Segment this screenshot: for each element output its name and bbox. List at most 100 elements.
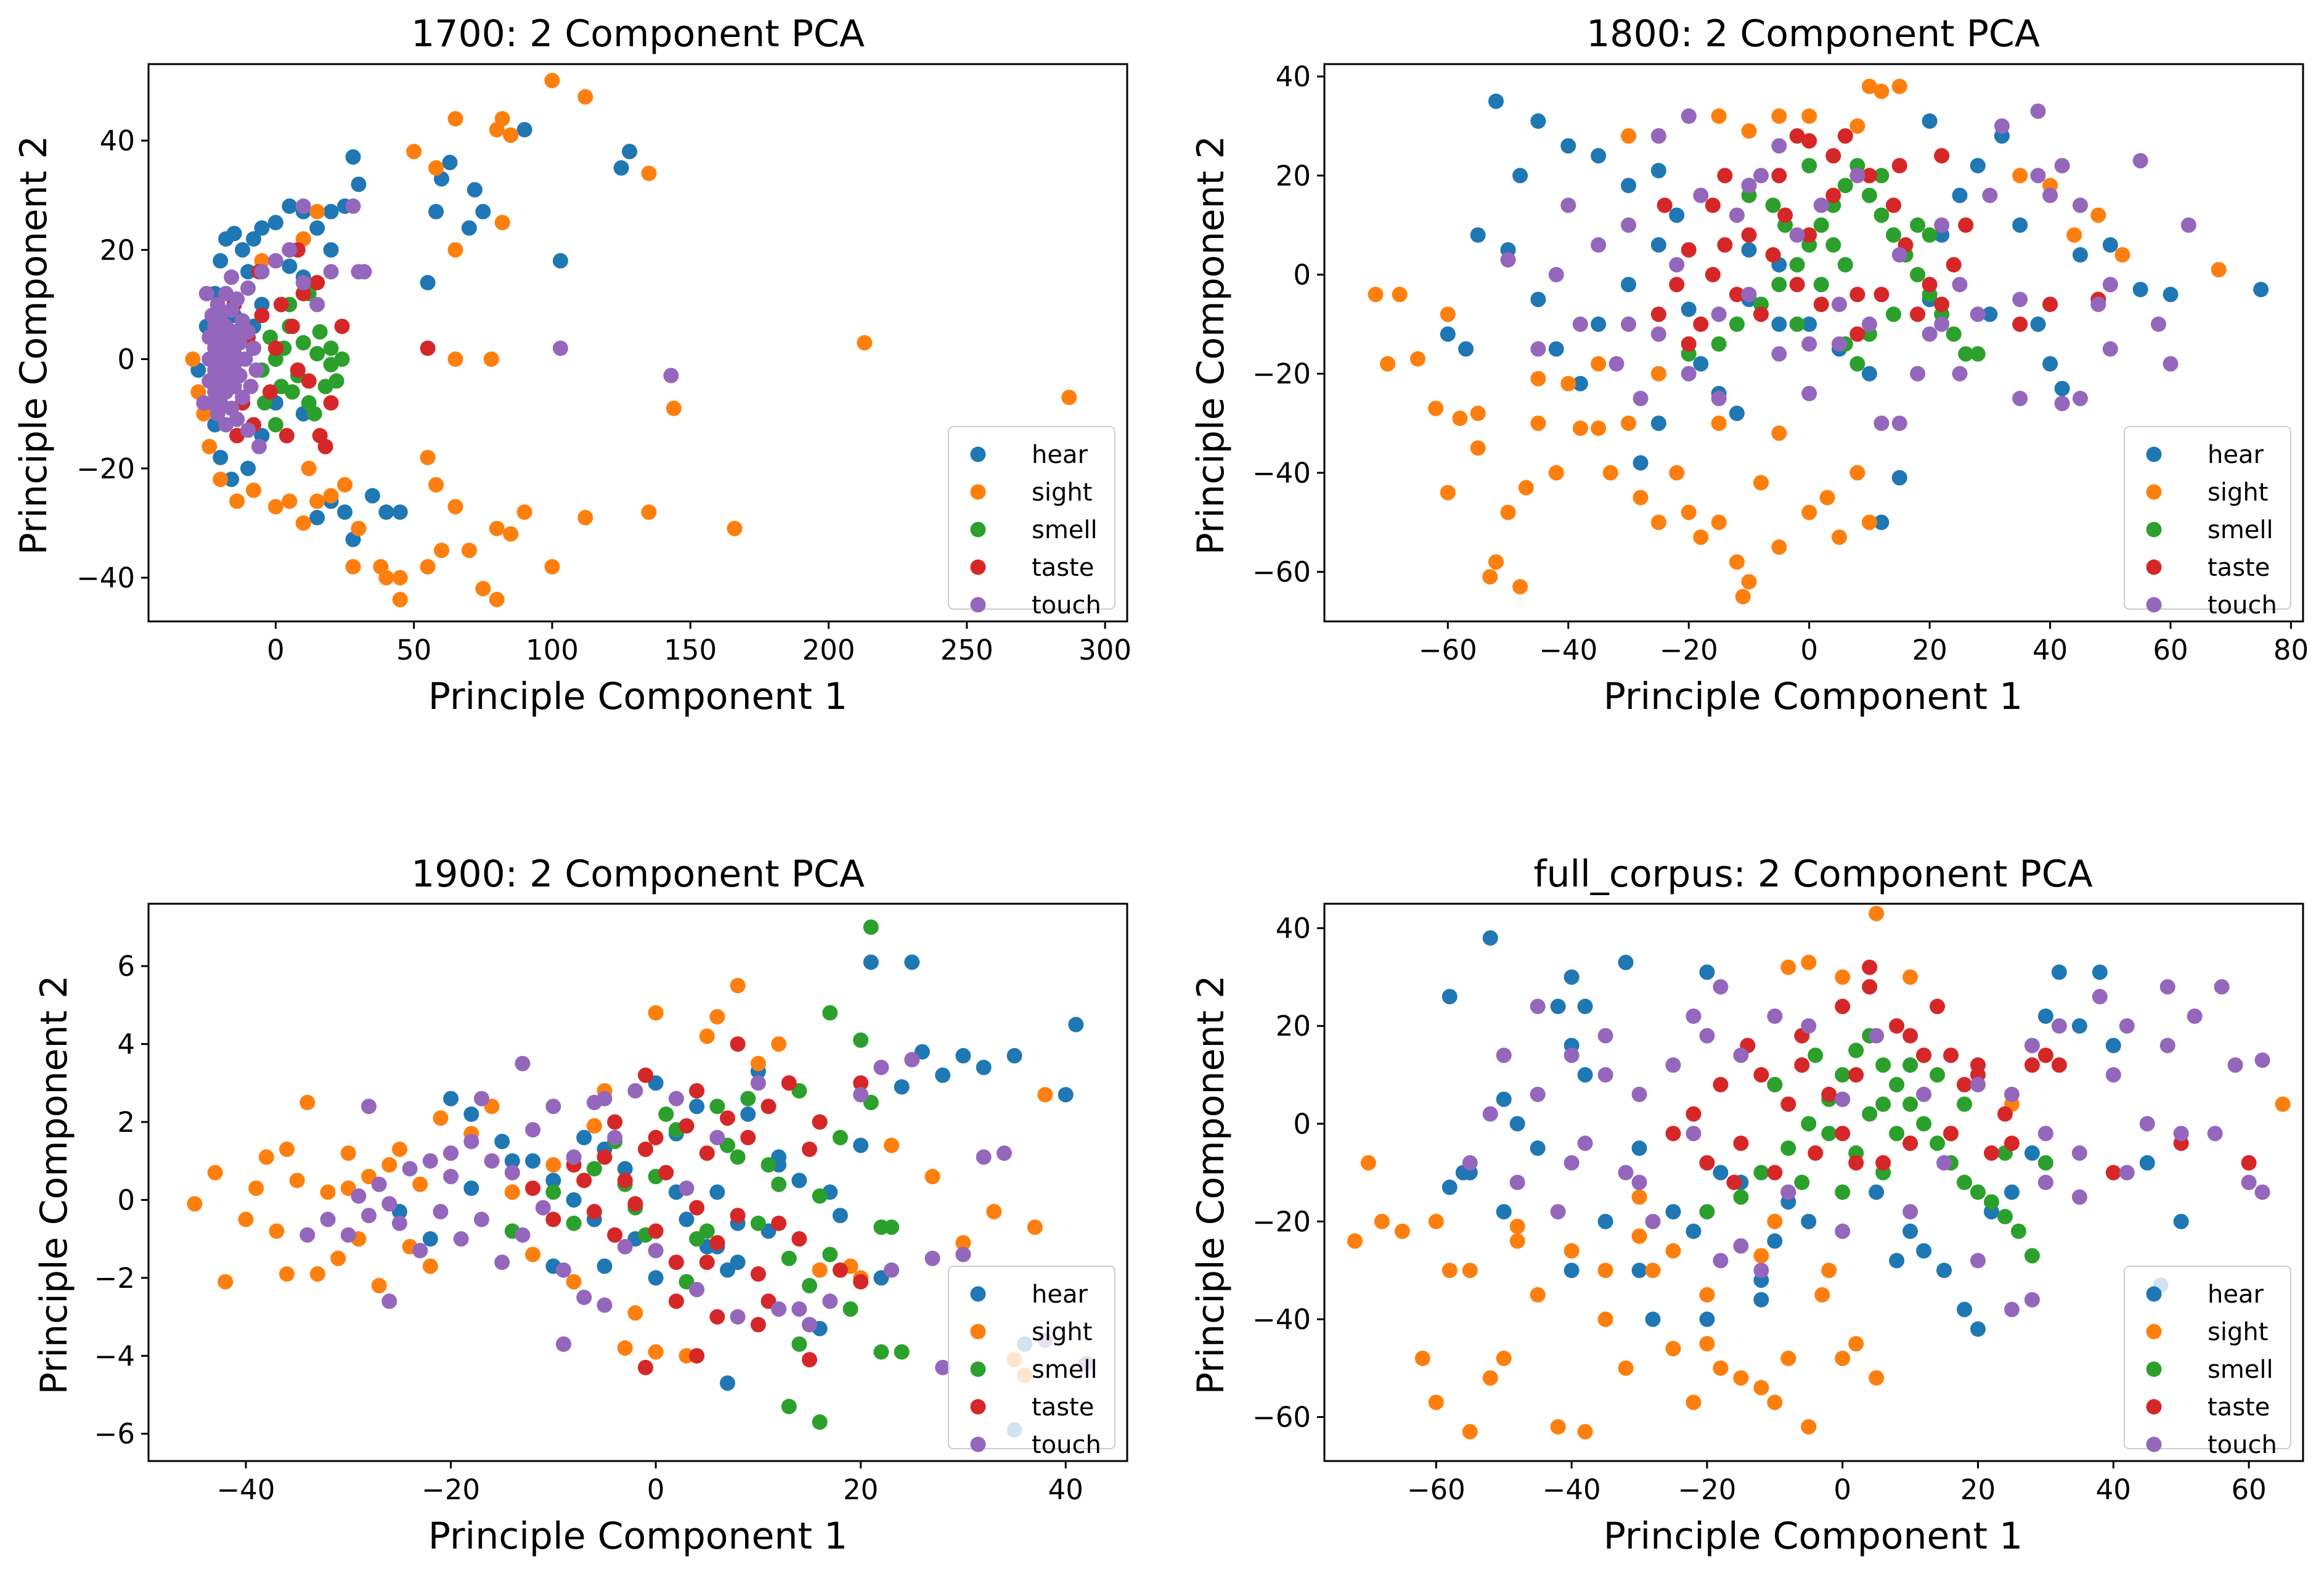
x-tick-label: 0	[647, 1473, 665, 1506]
point-smell	[658, 1106, 674, 1122]
point-hear	[422, 1231, 438, 1247]
point-sight	[289, 1173, 305, 1189]
point-touch	[515, 1055, 531, 1071]
point-smell	[842, 1301, 858, 1317]
point-taste	[1861, 168, 1877, 184]
point-smell	[812, 1188, 828, 1204]
point-taste	[267, 340, 283, 356]
point-hear	[1713, 1165, 1729, 1181]
y-tick-label: 0	[117, 1184, 135, 1216]
point-touch	[1849, 168, 1865, 184]
point-taste	[525, 1180, 541, 1196]
point-smell	[1889, 1076, 1905, 1092]
y-tick-label: −40	[1252, 457, 1311, 489]
point-taste	[1922, 277, 1938, 293]
point-taste	[1765, 247, 1781, 263]
point-taste	[1681, 336, 1697, 352]
point-sight	[1633, 489, 1649, 506]
point-hear	[2024, 1145, 2040, 1161]
point-touch	[617, 1238, 633, 1255]
point-touch	[240, 280, 256, 296]
point-hear	[648, 1270, 664, 1286]
point-touch	[1891, 416, 1907, 432]
point-sight	[627, 1305, 643, 1321]
point-sight	[420, 559, 436, 575]
point-hear	[1861, 366, 1877, 382]
point-taste	[1943, 1126, 1959, 1142]
point-hear	[1548, 341, 1564, 357]
y-tick-label: −20	[76, 452, 135, 485]
point-touch	[224, 269, 240, 285]
point-hear	[576, 1129, 592, 1145]
point-sight	[1861, 78, 1877, 94]
point-taste	[1753, 1067, 1769, 1083]
point-taste	[1862, 979, 1878, 995]
point-touch	[295, 275, 311, 291]
point-touch	[2241, 1174, 2257, 1190]
point-taste	[832, 1262, 848, 1278]
point-smell	[1711, 336, 1727, 352]
point-touch	[309, 297, 325, 313]
point-smell	[1910, 217, 1926, 233]
point-sight	[300, 1094, 316, 1110]
point-sight	[1669, 465, 1685, 481]
point-sight	[1392, 287, 1408, 303]
point-touch	[1771, 138, 1787, 154]
point-touch	[1560, 197, 1576, 213]
point-smell	[1837, 178, 1853, 194]
point-taste	[2012, 316, 2028, 332]
point-smell	[730, 1149, 746, 1165]
point-hear	[1441, 989, 1458, 1005]
point-taste	[1741, 227, 1757, 243]
point-hear	[1560, 138, 1576, 154]
point-touch	[391, 1215, 407, 1231]
point-hear	[364, 488, 380, 504]
x-tick-label: 0	[1800, 634, 1818, 666]
point-touch	[597, 1091, 613, 1107]
point-sight	[229, 493, 245, 509]
point-taste	[334, 318, 350, 334]
point-hear	[1650, 416, 1666, 432]
point-touch	[1530, 999, 1546, 1015]
point-hear	[2139, 1155, 2155, 1171]
point-sight	[566, 1274, 582, 1290]
point-touch	[196, 395, 212, 411]
point-hear	[282, 198, 298, 214]
point-sight	[884, 1137, 900, 1153]
point-sight	[1597, 1311, 1613, 1327]
legend-label-sight: sight	[1032, 1318, 1092, 1346]
point-smell	[853, 1032, 869, 1048]
point-hear	[935, 1067, 951, 1083]
y-axis-label: Principle Component 2	[33, 975, 76, 1394]
point-smell	[822, 1005, 838, 1021]
point-sight	[447, 499, 463, 515]
point-hear	[1530, 292, 1546, 308]
point-taste	[689, 1200, 705, 1216]
point-sight	[1771, 425, 1787, 441]
point-sight	[516, 504, 532, 520]
point-taste	[750, 1266, 766, 1282]
point-touch	[1631, 1174, 1647, 1190]
legend-box	[2124, 1266, 2291, 1449]
point-touch	[2150, 316, 2166, 332]
point-hear	[525, 1153, 541, 1169]
point-sight	[577, 510, 593, 526]
point-hear	[832, 1208, 848, 1224]
point-touch	[2254, 1052, 2270, 1068]
plot-frame	[1323, 903, 2304, 1462]
y-tick-label: −40	[1252, 1303, 1311, 1336]
point-taste	[760, 1099, 777, 1115]
point-sight	[1835, 1350, 1851, 1366]
point-touch	[1789, 227, 1805, 243]
legend-label-sight: sight	[1032, 478, 1092, 507]
legend-marker-smell	[970, 1361, 986, 1377]
point-smell	[802, 1278, 818, 1294]
point-touch	[1801, 336, 1817, 352]
point-smell	[1930, 1136, 1946, 1152]
point-taste	[1849, 287, 1865, 303]
plot-frame	[147, 903, 1128, 1462]
point-sight	[381, 1157, 398, 1173]
x-tick-label: 40	[2032, 634, 2068, 666]
point-touch	[2012, 390, 2028, 406]
